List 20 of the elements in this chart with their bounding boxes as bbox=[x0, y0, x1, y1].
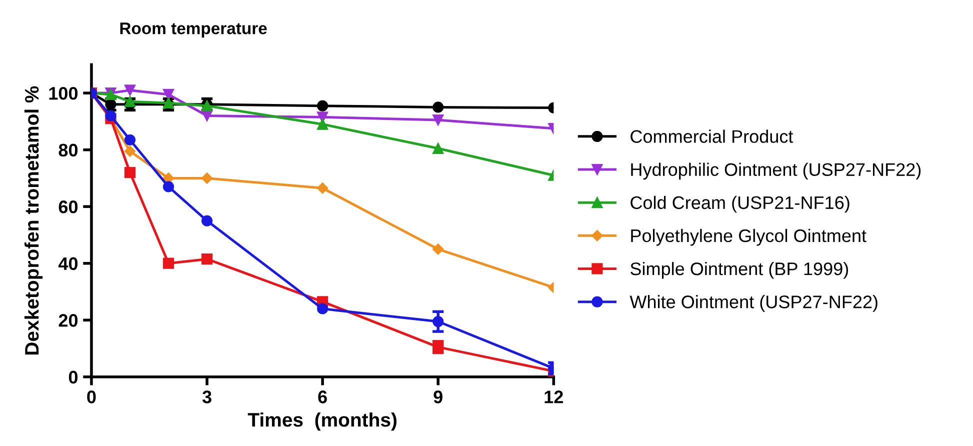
y-tick-label: 0 bbox=[68, 370, 78, 384]
x-tick-label: 3 bbox=[202, 390, 212, 404]
x-tick-label: 0 bbox=[87, 390, 96, 404]
y-tick-label: 20 bbox=[58, 314, 78, 327]
y-tick-label: 80 bbox=[58, 144, 78, 157]
chart-title: Room temperature bbox=[120, 22, 267, 38]
x-tick-label: 12 bbox=[544, 390, 563, 404]
x-axis-title: Times (months) bbox=[248, 412, 396, 431]
legend-label: Commercial Product bbox=[630, 130, 794, 143]
y-tick-label: 100 bbox=[49, 86, 78, 100]
y-tick-label: 40 bbox=[58, 257, 78, 270]
legend-label: Simple Ointment (BP 1999) bbox=[630, 262, 848, 279]
legend-label: Hydrophilic Ointment (USP27-NF22) bbox=[631, 162, 921, 180]
legend-label: Polyethylene Glycol Ointment bbox=[631, 228, 866, 246]
x-tick-label: 6 bbox=[318, 390, 327, 404]
y-axis-title: Dexketoprofen trometamol % bbox=[24, 86, 43, 355]
x-tick-label: 9 bbox=[434, 390, 442, 404]
legend-label: White Ointment (USP27-NF22) bbox=[630, 295, 878, 312]
y-tick-label: 60 bbox=[58, 200, 78, 214]
legend-label: Cold Cream (USP21-NF16) bbox=[630, 196, 850, 213]
